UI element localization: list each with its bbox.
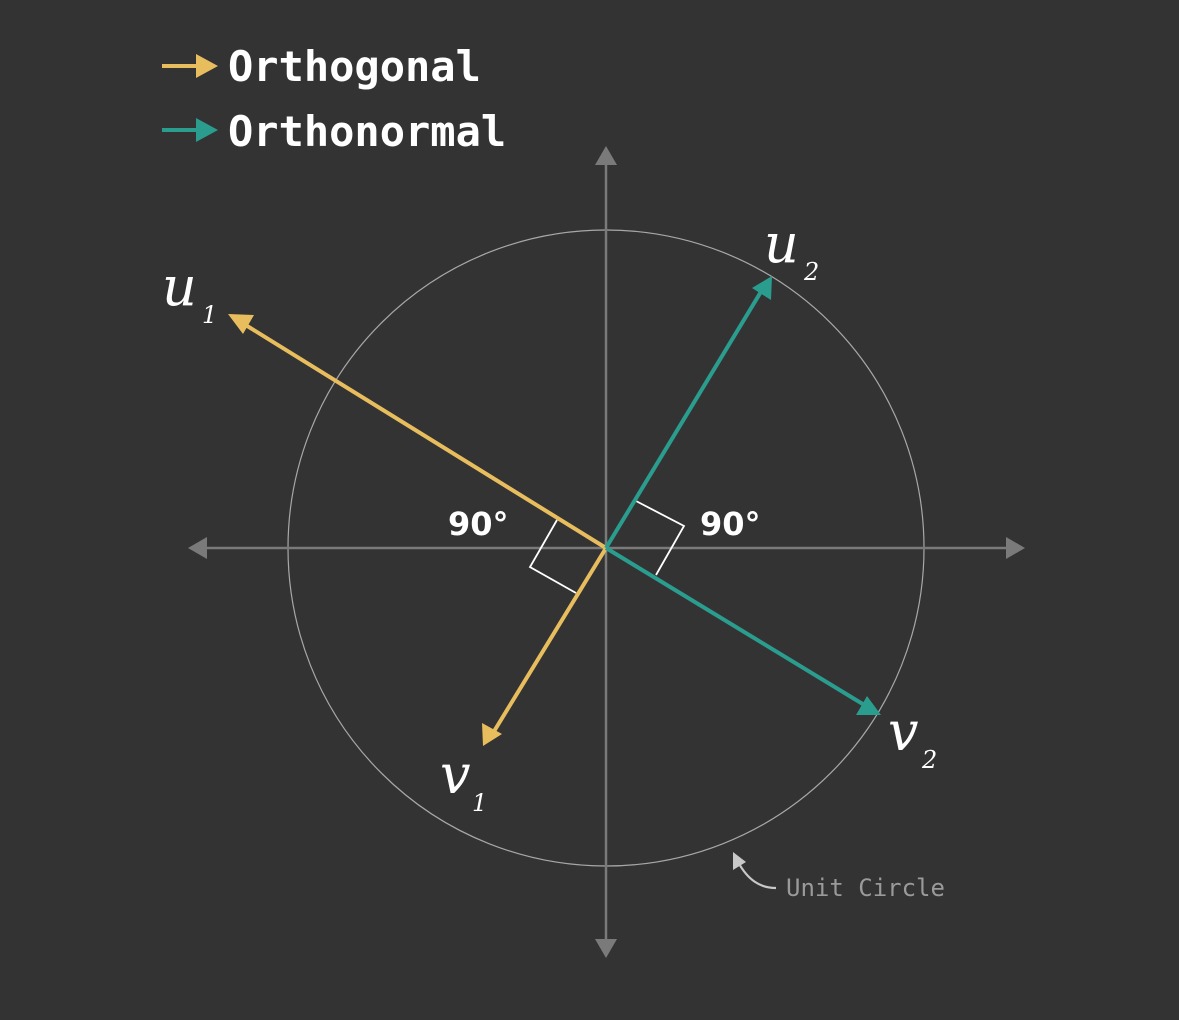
angle-label-right: 90° [700, 505, 761, 543]
label-v2-name: v [888, 700, 919, 763]
label-v1: v 1 [440, 743, 487, 817]
y-axis-bottom-arrow-icon [595, 939, 617, 958]
y-axis [595, 146, 617, 958]
label-u2-name: u [764, 212, 799, 275]
x-axis-right-arrow-icon [1006, 537, 1025, 559]
angle-label-left: 90° [448, 505, 509, 543]
label-u1-name: u [162, 255, 197, 318]
right-angle-marker-orthogonal [528, 519, 577, 594]
label-u2-subscript: 2 [803, 258, 819, 286]
label-v1-subscript: 1 [472, 789, 487, 817]
curved-pointer-arrowhead-icon [733, 852, 746, 870]
unit-circle-label: Unit Circle [786, 874, 945, 902]
vector-u1-arrowhead-icon [228, 314, 254, 334]
vector-v2 [604, 546, 881, 715]
vector-u2-arrowhead-icon [752, 276, 772, 300]
right-angle-marker-orthonormal [635, 500, 686, 576]
orthogonal-legend-label: Orthogonal [228, 42, 481, 91]
vector-v1-arrowhead-icon [482, 723, 502, 746]
vector-u1 [228, 314, 608, 550]
y-axis-top-arrow-icon [595, 146, 617, 165]
vector-v2-arrowhead-icon [856, 696, 881, 715]
label-u1-subscript: 1 [202, 301, 217, 329]
label-v1-name: v [440, 743, 471, 806]
unit-circle-annotation: Unit Circle [733, 852, 945, 902]
curved-pointer-arrow-icon [737, 861, 777, 890]
label-v2: v 2 [888, 700, 937, 774]
orthonormal-legend-arrow-icon [162, 118, 218, 142]
label-v2-subscript: 2 [921, 746, 937, 774]
vector-u2 [604, 276, 772, 550]
label-u1: u 1 [162, 255, 217, 329]
legend: Orthogonal Orthonormal [162, 42, 506, 156]
x-axis-left-arrow-icon [188, 537, 207, 559]
vector-v1 [482, 546, 608, 746]
orthogonal-legend-arrow-icon [162, 54, 218, 78]
orthonormal-legend-label: Orthonormal [228, 107, 506, 156]
label-u2: u 2 [764, 212, 819, 286]
